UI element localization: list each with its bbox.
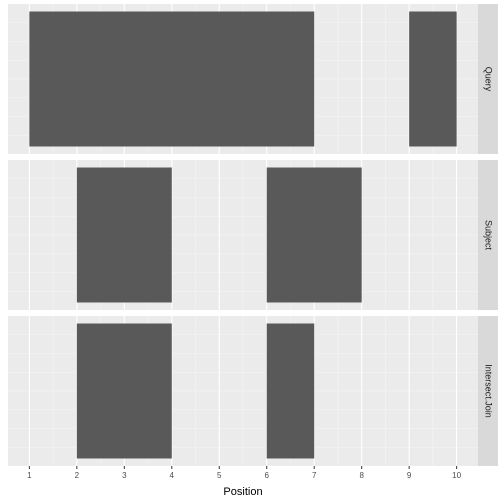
- x-tick-label: 8: [359, 471, 364, 480]
- x-tick-label: 7: [312, 471, 317, 480]
- interval-bar: [76, 323, 172, 459]
- strip-background: [478, 160, 498, 310]
- x-tick-label: 10: [452, 471, 461, 480]
- x-tick-label: 9: [407, 471, 412, 480]
- strip-background: [478, 4, 498, 154]
- strip-label: Query: [484, 67, 494, 92]
- interval-bar: [29, 11, 315, 147]
- interval-bar: [409, 11, 457, 147]
- x-tick-label: 2: [75, 471, 80, 480]
- interval-bar: [266, 167, 362, 303]
- x-axis-title: Position: [223, 486, 262, 498]
- x-tick-label: 5: [217, 471, 222, 480]
- x-tick-label: 1: [27, 471, 32, 480]
- strip-background: [478, 316, 498, 466]
- x-tick-label: 4: [170, 471, 175, 480]
- interval-bar: [76, 167, 172, 303]
- strip-label: Intersect.Join: [484, 364, 494, 418]
- strip-label: Subject: [484, 220, 494, 251]
- x-tick-label: 6: [265, 471, 270, 480]
- interval-bar: [266, 323, 315, 459]
- x-tick-label: 3: [122, 471, 127, 480]
